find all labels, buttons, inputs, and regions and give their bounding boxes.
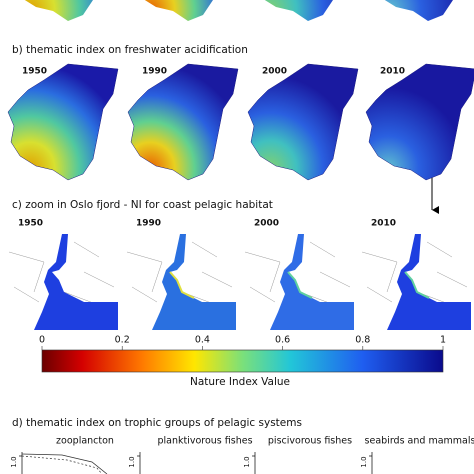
colorbar xyxy=(41,349,444,373)
zoom-map xyxy=(126,234,236,330)
trend-line xyxy=(21,453,108,474)
border xyxy=(244,251,281,263)
border xyxy=(191,241,218,258)
zoom-map xyxy=(8,234,118,330)
fjord xyxy=(152,234,236,330)
axis-label: 1.0 xyxy=(243,456,251,467)
zoom-map xyxy=(244,234,354,330)
colorbar-tick-label: 0 xyxy=(39,335,45,346)
fjord xyxy=(387,234,471,330)
border xyxy=(269,261,281,293)
border xyxy=(201,271,233,288)
colorbar-tick-label: 0.8 xyxy=(355,335,370,346)
border xyxy=(33,261,45,293)
cropped-map xyxy=(384,0,453,21)
colorbar-tick-label: 0.2 xyxy=(115,335,130,346)
axis-label: 1.0 xyxy=(360,456,368,467)
colorbar-tick-label: 0.6 xyxy=(275,335,290,346)
group-label: piscivorous fishes xyxy=(268,436,352,447)
panel-b-title: b) thematic index on freshwater acidific… xyxy=(12,44,248,56)
axis-label: 1.0 xyxy=(10,456,18,467)
border xyxy=(151,261,163,293)
panel-c-title: c) zoom in Oslo fjord - NI for coast pel… xyxy=(12,199,273,211)
border xyxy=(436,271,468,288)
year-label: 2010 xyxy=(380,67,405,77)
colorbar-tick-label: 1 xyxy=(440,335,446,346)
map xyxy=(7,63,119,181)
colorbar-tick-label: 0.4 xyxy=(195,335,210,346)
border xyxy=(309,241,336,258)
year-label: 1990 xyxy=(136,219,161,229)
fjord xyxy=(270,234,354,330)
trend-line xyxy=(21,455,103,474)
group-label: seabirds and mammals xyxy=(365,436,474,447)
border xyxy=(73,241,100,258)
group-label: zooplancton xyxy=(56,436,114,447)
zoom-map xyxy=(361,234,471,330)
border xyxy=(319,271,351,288)
border xyxy=(8,251,45,263)
year-label: 1990 xyxy=(142,67,167,77)
axis-label: 1.0 xyxy=(128,456,136,467)
border xyxy=(426,241,453,258)
map xyxy=(127,63,239,181)
colorbar-label: Nature Index Value xyxy=(190,376,290,388)
fjord-coast xyxy=(404,271,430,299)
border xyxy=(83,271,115,288)
year-label: 1950 xyxy=(22,67,47,77)
cropped-map xyxy=(144,0,213,21)
border xyxy=(366,286,393,303)
fjord-coast xyxy=(287,271,313,299)
border xyxy=(131,286,158,303)
map xyxy=(365,63,474,181)
panel-d-title: d) thematic index on trophic groups of p… xyxy=(12,417,302,429)
fjord-coast xyxy=(169,271,195,299)
year-label: 2000 xyxy=(254,219,279,229)
border xyxy=(361,251,398,263)
border xyxy=(13,286,40,303)
year-label: 2000 xyxy=(262,67,287,77)
cropped-map xyxy=(264,0,333,21)
fjord xyxy=(34,234,118,330)
group-label: planktivorous fishes xyxy=(157,436,252,447)
year-label: 2010 xyxy=(371,219,396,229)
map xyxy=(247,63,359,181)
border xyxy=(249,286,276,303)
border xyxy=(126,251,163,263)
cropped-map xyxy=(24,0,93,21)
year-label: 1950 xyxy=(18,219,43,229)
border xyxy=(386,261,398,293)
